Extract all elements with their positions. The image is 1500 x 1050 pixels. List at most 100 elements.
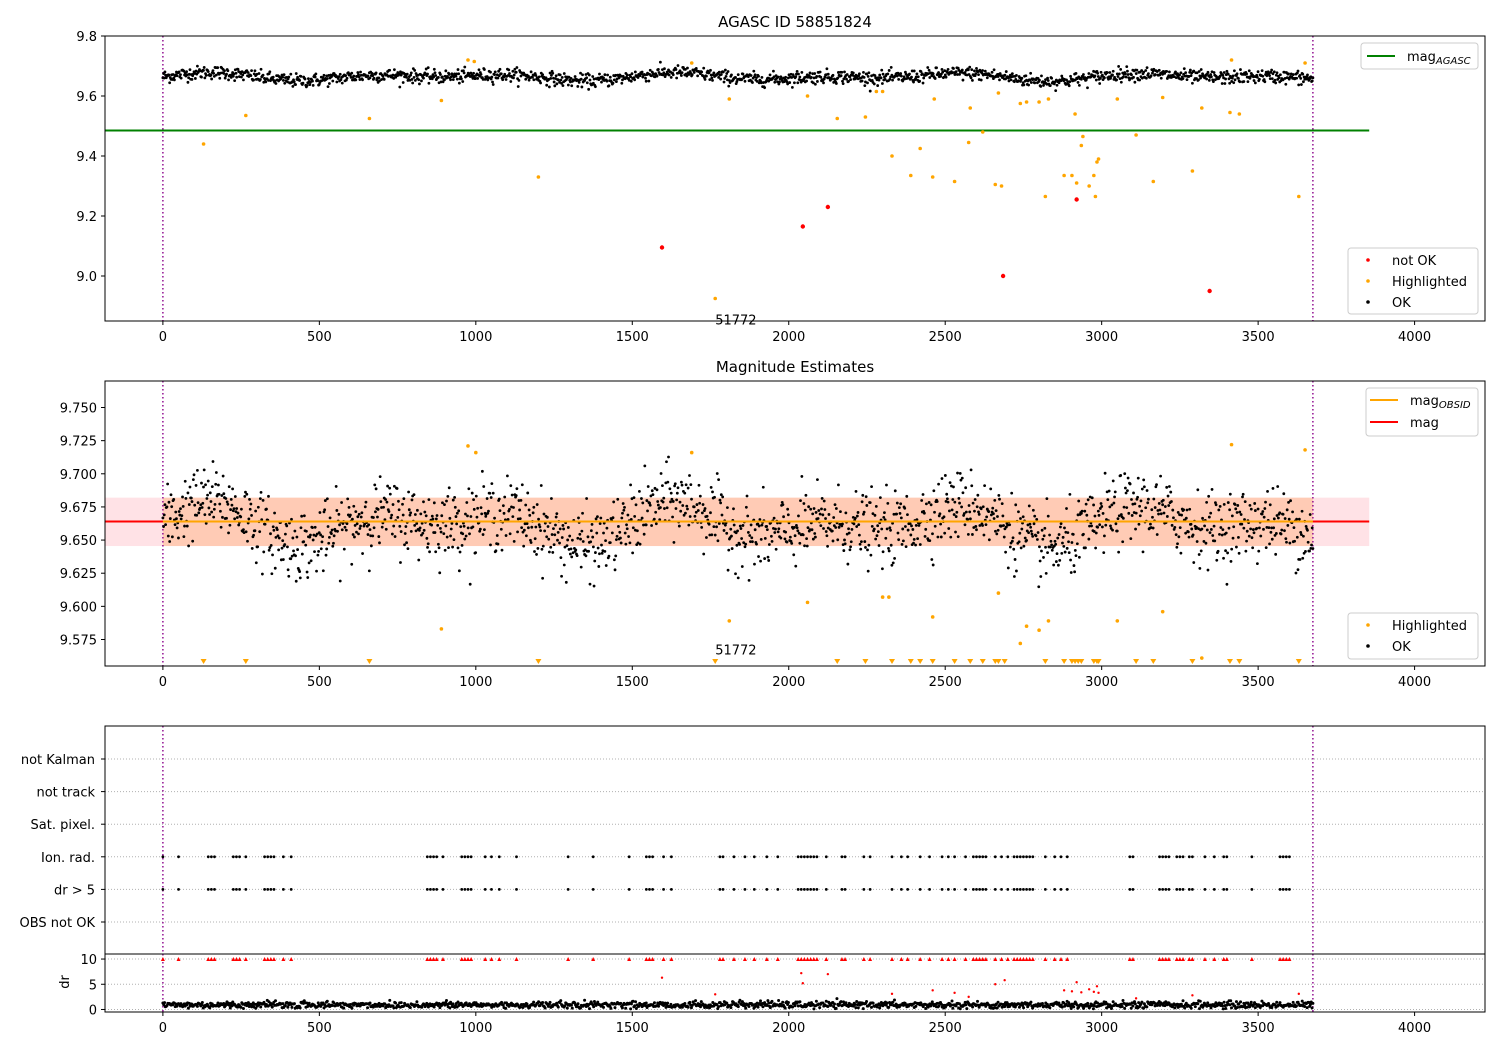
ok-point: [868, 89, 872, 93]
ok-point: [368, 76, 372, 80]
out-of-range-marker: [1236, 659, 1243, 665]
ok-point: [1215, 558, 1219, 562]
ok-point: [722, 80, 726, 84]
dr-point: [1075, 1003, 1079, 1007]
ok-point: [837, 525, 841, 529]
ok-point: [1017, 540, 1021, 544]
ok-point: [1033, 81, 1037, 85]
ok-point: [440, 514, 444, 518]
out-of-range-marker: [1042, 659, 1049, 665]
ok-point: [1088, 524, 1091, 528]
ok-point: [272, 528, 276, 532]
ok-point: [1285, 508, 1289, 512]
ok-point: [676, 64, 680, 67]
ok-point: [1225, 69, 1229, 73]
dr-point: [758, 999, 762, 1003]
ok-point: [506, 518, 510, 521]
ok-point: [246, 71, 250, 74]
ok-point: [772, 69, 775, 73]
dr-point: [239, 1005, 243, 1009]
ok-point: [1013, 558, 1017, 561]
dr-point: [537, 1000, 541, 1004]
ok-point: [434, 550, 438, 554]
flag-point: [1175, 888, 1179, 891]
ok-point: [1188, 507, 1192, 511]
flag-point: [862, 888, 866, 891]
dr-point: [426, 1005, 430, 1009]
dr-point: [1000, 1005, 1004, 1009]
panel-title-magnitude-estimates: Magnitude Estimates: [716, 358, 874, 376]
ok-point: [203, 76, 207, 80]
ok-point: [654, 510, 658, 514]
ok-point: [1190, 527, 1194, 531]
ok-point: [805, 79, 808, 83]
dr-point: [548, 1000, 552, 1004]
ok-point: [1039, 84, 1043, 88]
ok-point: [229, 508, 232, 511]
ok-point: [616, 497, 620, 501]
ok-point: [1198, 74, 1202, 78]
dr-point: [958, 1007, 962, 1011]
dr-point: [824, 999, 828, 1003]
dr-point: [1017, 1005, 1021, 1009]
ok-point: [1279, 532, 1283, 536]
ok-point: [598, 552, 601, 556]
y-tick-label: 9.675: [60, 501, 97, 516]
ok-point: [423, 510, 427, 514]
ok-point: [300, 552, 304, 556]
ok-point: [1165, 69, 1169, 73]
ok-point: [839, 74, 843, 78]
flag-point: [1158, 888, 1161, 891]
obsid-annotation: 51772: [715, 314, 756, 329]
flag-point: [928, 888, 931, 891]
ok-point: [556, 78, 560, 82]
ok-point: [1176, 510, 1180, 514]
ok-point: [1090, 524, 1093, 528]
ok-point: [619, 74, 623, 78]
dr-point: [835, 997, 839, 1001]
not-ok-point: [659, 245, 665, 250]
ok-point: [749, 540, 752, 544]
ok-point: [1238, 510, 1242, 514]
ok-point: [234, 510, 238, 514]
ok-point: [1209, 511, 1213, 515]
ok-point: [570, 84, 574, 88]
ok-point: [702, 509, 706, 513]
ok-point: [1017, 510, 1020, 514]
dr-point: [501, 1003, 505, 1007]
ok-point: [1109, 524, 1112, 528]
ok-point: [780, 501, 784, 504]
ok-point: [1268, 542, 1271, 546]
ok-point: [371, 74, 375, 78]
ok-point: [884, 536, 888, 540]
ok-point: [497, 497, 501, 501]
ok-point: [196, 501, 200, 505]
ok-point: [252, 533, 255, 537]
highlighted-point: [1229, 58, 1234, 62]
ok-point: [749, 74, 753, 77]
ok-point: [1208, 531, 1212, 535]
ok-point: [434, 517, 438, 521]
dr-point: [680, 1005, 684, 1009]
ok-point: [1142, 485, 1146, 489]
ok-point: [631, 551, 635, 555]
ok-point: [712, 525, 716, 529]
ok-point: [1240, 522, 1244, 526]
ok-point: [503, 495, 507, 499]
ok-point: [933, 524, 937, 528]
ok-point: [618, 530, 622, 534]
ok-point: [177, 70, 181, 74]
ok-point: [888, 526, 892, 530]
flag-point: [981, 888, 985, 891]
ok-point: [650, 489, 654, 493]
ok-point: [432, 67, 436, 71]
ok-point: [914, 523, 918, 527]
ok-point: [393, 535, 397, 538]
ok-point: [673, 482, 677, 486]
dr-point: [408, 1006, 412, 1010]
ok-point: [359, 73, 363, 77]
flag-point: [231, 888, 235, 891]
highlighted-point: [201, 142, 206, 146]
ok-point: [663, 507, 666, 510]
ok-point: [679, 509, 683, 513]
